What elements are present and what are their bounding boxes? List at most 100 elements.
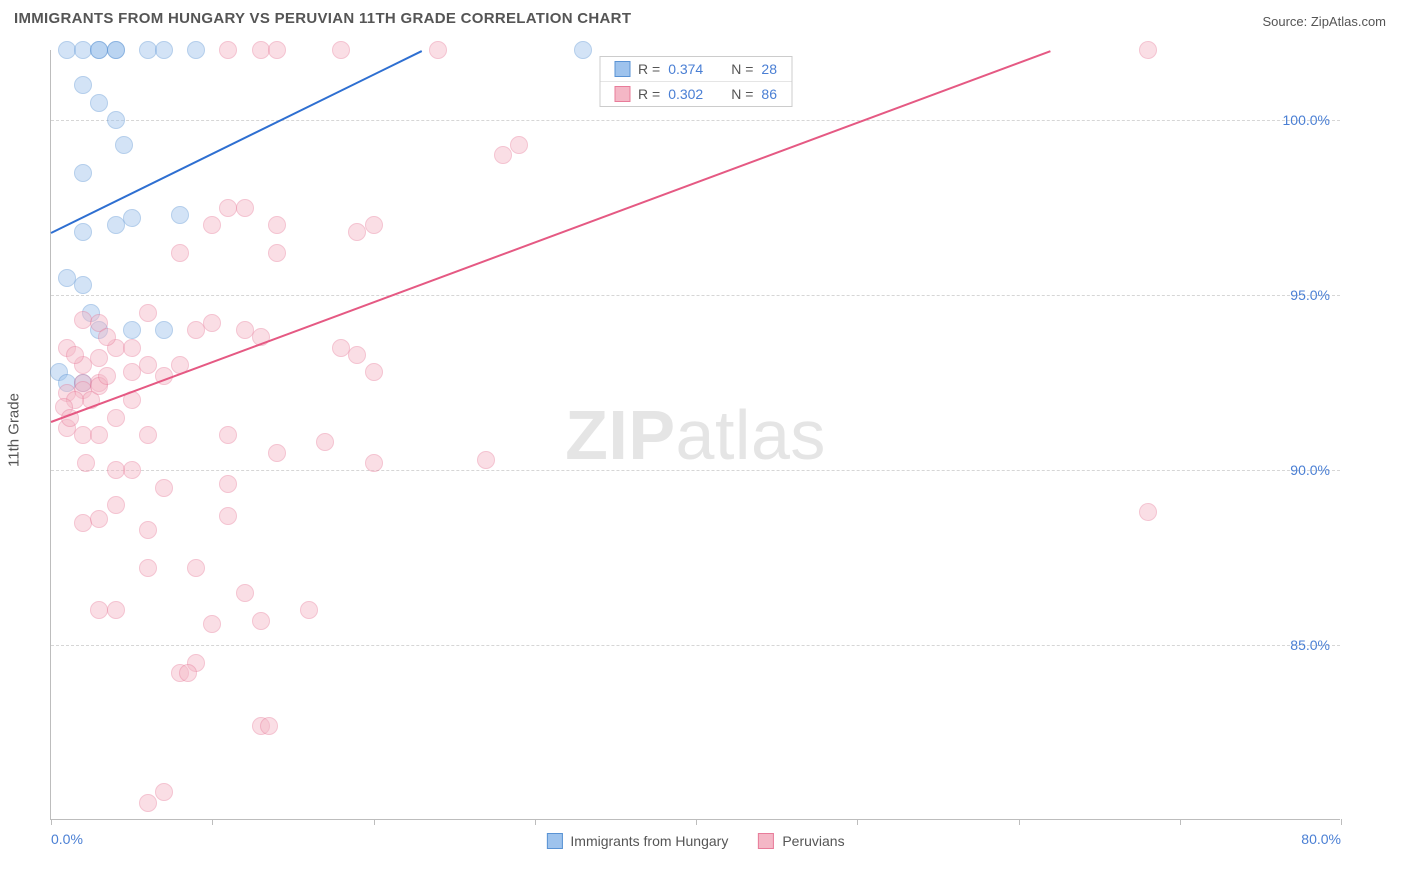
data-point bbox=[123, 339, 141, 357]
plot-area: ZIPatlas R =0.374N =28R =0.302N =86 Immi… bbox=[50, 50, 1340, 820]
data-point bbox=[107, 461, 125, 479]
x-tick-label-max: 80.0% bbox=[1301, 831, 1341, 847]
data-point bbox=[107, 41, 125, 59]
y-axis-label: 11th Grade bbox=[6, 393, 23, 467]
x-tick-mark bbox=[535, 819, 536, 825]
data-point bbox=[268, 216, 286, 234]
data-point bbox=[77, 454, 95, 472]
data-point bbox=[268, 41, 286, 59]
data-point bbox=[348, 346, 366, 364]
data-point bbox=[236, 199, 254, 217]
data-point bbox=[123, 321, 141, 339]
legend-label: Immigrants from Hungary bbox=[570, 833, 728, 849]
legend-swatch bbox=[614, 86, 630, 102]
y-tick-label: 95.0% bbox=[1290, 287, 1330, 303]
data-point bbox=[139, 559, 157, 577]
legend-label: Peruvians bbox=[782, 833, 844, 849]
data-point bbox=[74, 164, 92, 182]
n-value: 86 bbox=[761, 86, 777, 102]
n-value: 28 bbox=[761, 61, 777, 77]
data-point bbox=[74, 276, 92, 294]
data-point bbox=[219, 426, 237, 444]
data-point bbox=[123, 461, 141, 479]
data-point bbox=[365, 216, 383, 234]
data-point bbox=[574, 41, 592, 59]
data-point bbox=[187, 41, 205, 59]
x-tick-mark bbox=[1019, 819, 1020, 825]
data-point bbox=[203, 314, 221, 332]
data-point bbox=[300, 601, 318, 619]
legend-swatch bbox=[546, 833, 562, 849]
data-point bbox=[510, 136, 528, 154]
data-point bbox=[98, 328, 116, 346]
data-point bbox=[90, 510, 108, 528]
y-tick-label: 100.0% bbox=[1283, 112, 1330, 128]
data-point bbox=[252, 612, 270, 630]
data-point bbox=[98, 367, 116, 385]
data-point bbox=[429, 41, 447, 59]
r-value: 0.374 bbox=[668, 61, 703, 77]
watermark-rest: atlas bbox=[676, 396, 826, 474]
data-point bbox=[66, 346, 84, 364]
legend-item: Immigrants from Hungary bbox=[546, 833, 728, 849]
data-point bbox=[219, 475, 237, 493]
data-point bbox=[236, 584, 254, 602]
data-point bbox=[139, 304, 157, 322]
watermark-bold: ZIP bbox=[565, 396, 675, 474]
data-point bbox=[155, 41, 173, 59]
data-point bbox=[107, 409, 125, 427]
data-point bbox=[477, 451, 495, 469]
data-point bbox=[139, 426, 157, 444]
data-point bbox=[365, 454, 383, 472]
data-point bbox=[203, 216, 221, 234]
data-point bbox=[139, 356, 157, 374]
gridline bbox=[51, 470, 1340, 471]
legend-row: R =0.302N =86 bbox=[600, 81, 791, 106]
r-label: R = bbox=[638, 61, 660, 77]
x-tick-mark bbox=[857, 819, 858, 825]
data-point bbox=[123, 209, 141, 227]
r-value: 0.302 bbox=[668, 86, 703, 102]
x-tick-mark bbox=[1180, 819, 1181, 825]
data-point bbox=[187, 559, 205, 577]
data-point bbox=[332, 41, 350, 59]
data-point bbox=[155, 479, 173, 497]
data-point bbox=[90, 349, 108, 367]
data-point bbox=[107, 111, 125, 129]
source-label: Source: ZipAtlas.com bbox=[1262, 14, 1386, 29]
x-tick-mark bbox=[1341, 819, 1342, 825]
legend-swatch bbox=[614, 61, 630, 77]
data-point bbox=[155, 783, 173, 801]
data-point bbox=[74, 311, 92, 329]
y-tick-label: 85.0% bbox=[1290, 637, 1330, 653]
data-point bbox=[260, 717, 278, 735]
correlation-legend: R =0.374N =28R =0.302N =86 bbox=[599, 56, 792, 107]
data-point bbox=[139, 794, 157, 812]
data-point bbox=[179, 664, 197, 682]
data-point bbox=[494, 146, 512, 164]
data-point bbox=[74, 223, 92, 241]
data-point bbox=[107, 496, 125, 514]
data-point bbox=[203, 615, 221, 633]
data-point bbox=[74, 76, 92, 94]
data-point bbox=[268, 444, 286, 462]
data-point bbox=[74, 514, 92, 532]
chart-title: IMMIGRANTS FROM HUNGARY VS PERUVIAN 11TH… bbox=[14, 10, 631, 27]
data-point bbox=[171, 206, 189, 224]
data-point bbox=[365, 363, 383, 381]
gridline bbox=[51, 120, 1340, 121]
gridline bbox=[51, 295, 1340, 296]
data-point bbox=[1139, 41, 1157, 59]
data-point bbox=[139, 521, 157, 539]
trend-line bbox=[51, 50, 1051, 423]
x-tick-mark bbox=[212, 819, 213, 825]
x-tick-mark bbox=[51, 819, 52, 825]
data-point bbox=[90, 94, 108, 112]
data-point bbox=[107, 601, 125, 619]
data-point bbox=[155, 321, 173, 339]
data-point bbox=[316, 433, 334, 451]
legend-swatch bbox=[758, 833, 774, 849]
n-label: N = bbox=[731, 61, 753, 77]
y-tick-label: 90.0% bbox=[1290, 462, 1330, 478]
r-label: R = bbox=[638, 86, 660, 102]
